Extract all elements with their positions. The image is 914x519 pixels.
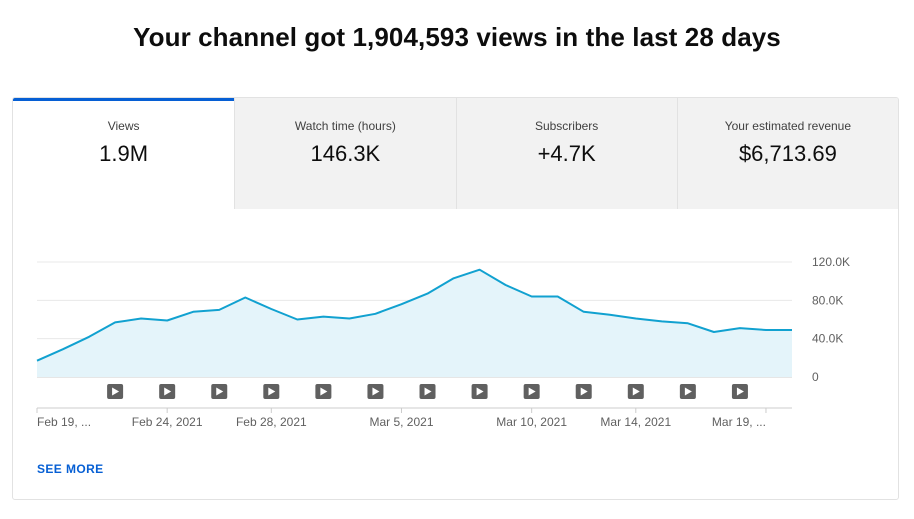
- views-chart: 0 40.0K 80.0K 120.0K Feb 19, ... Feb 24, 2021…: [36, 255, 850, 429]
- page-headline: Your channel got 1,904,593 views in the …: [133, 22, 781, 52]
- video-marker-icon[interactable]: [211, 384, 228, 399]
- series-line: [36, 268, 792, 362]
- tab-value: 1.9M: [99, 141, 149, 166]
- tab-label: Your estimated revenue: [724, 119, 852, 133]
- video-marker-icon[interactable]: [263, 384, 280, 399]
- video-marker-icon[interactable]: [159, 384, 176, 399]
- tab-subscribers[interactable]: Subscribers +4.7K: [455, 98, 677, 209]
- tab-label: Watch time (hours): [294, 119, 396, 133]
- video-marker-icon[interactable]: [575, 384, 592, 399]
- y-tick-label: 80.0K: [812, 293, 843, 307]
- video-marker-icon[interactable]: [523, 384, 540, 399]
- video-marker-icon[interactable]: [471, 384, 488, 399]
- see-more-link[interactable]: SEE MORE: [37, 462, 104, 476]
- video-marker-icon[interactable]: [367, 384, 384, 399]
- tab-value: 146.3K: [310, 141, 381, 166]
- video-marker-icon[interactable]: [315, 384, 332, 399]
- analytics-card: Views 1.9M Watch time (hours) 146.3K Sub…: [12, 97, 899, 500]
- metric-tabs: Views 1.9M Watch time (hours) 146.3K Sub…: [13, 98, 898, 209]
- video-marker-icon[interactable]: [679, 384, 696, 399]
- x-tick-label: Mar 14, 2021: [600, 415, 671, 429]
- tab-value: +4.7K: [537, 141, 596, 166]
- x-tick-label: Mar 5, 2021: [369, 415, 433, 429]
- y-tick-label: 120.0K: [812, 255, 850, 269]
- x-tick-label: Mar 19, ...: [712, 415, 766, 429]
- x-tick-label: Feb 24, 2021: [132, 415, 203, 429]
- tab-views[interactable]: Views 1.9M: [13, 98, 235, 209]
- x-tick-label: Mar 10, 2021: [496, 415, 567, 429]
- video-marker-icon[interactable]: [731, 384, 748, 399]
- x-tick-label: Feb 28, 2021: [236, 415, 307, 429]
- y-tick-label: 0: [812, 370, 819, 384]
- tab-revenue[interactable]: Your estimated revenue $6,713.69: [676, 98, 898, 209]
- tab-label: Views: [107, 119, 140, 133]
- tab-label: Subscribers: [534, 119, 599, 133]
- x-tick-label: Feb 19, ...: [37, 415, 91, 429]
- video-marker-icon[interactable]: [107, 384, 124, 399]
- video-marker-icon[interactable]: [627, 384, 644, 399]
- y-tick-label: 40.0K: [812, 332, 843, 346]
- tab-value: $6,713.69: [738, 141, 837, 166]
- tab-watch-time[interactable]: Watch time (hours) 146.3K: [234, 98, 456, 209]
- video-marker-icon[interactable]: [419, 384, 436, 399]
- series-area: [37, 269, 792, 377]
